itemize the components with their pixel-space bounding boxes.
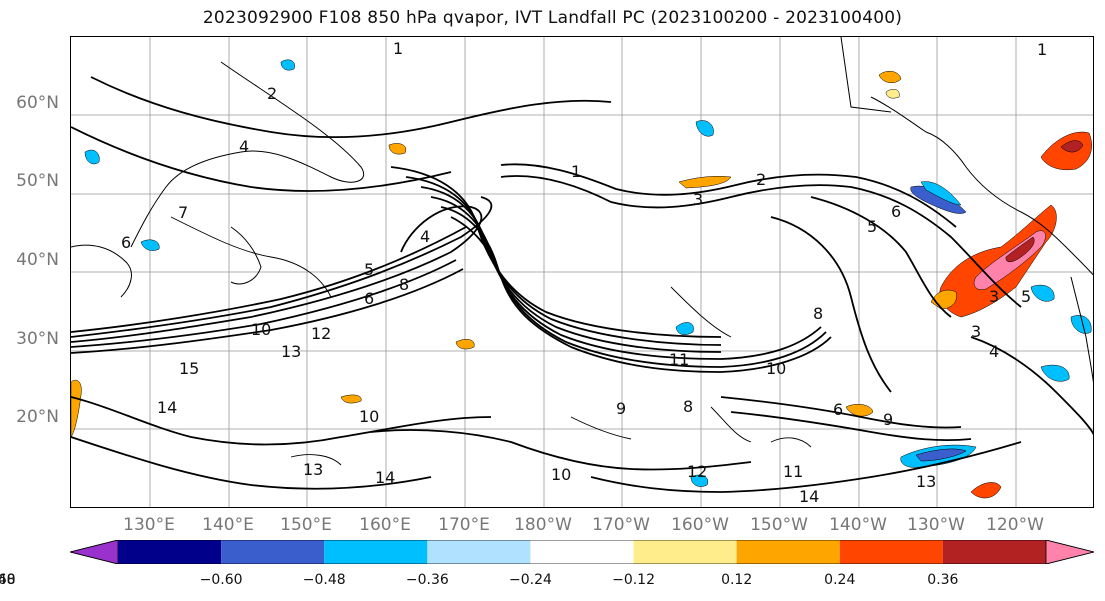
map-canvas: 1 2 4 7 6 4 5 6 8 10 12 13 15 14 13 14 1… (71, 37, 1093, 507)
contour-label: 8 (813, 304, 823, 323)
contour-label: 10 (251, 320, 271, 339)
contour-label: 11 (783, 462, 803, 481)
contour-label: 15 (179, 359, 199, 378)
longitude-label: 140°E (202, 515, 254, 535)
contour-label: 6 (121, 233, 131, 252)
latitude-label: 30°N (16, 329, 59, 349)
colorbar-tick-label: −0.36 (405, 572, 449, 588)
colorbar-segment (633, 540, 737, 564)
latitude-label: 60°N (16, 93, 59, 113)
contour-label: 10 (359, 407, 379, 426)
colorbar-segment (736, 540, 840, 564)
qvapor-shading (71, 59, 1092, 499)
contour-label: 3 (693, 190, 703, 209)
contour-label: 1 (571, 162, 581, 181)
longitude-label: 160°E (359, 515, 411, 535)
contour-label: 2 (267, 84, 277, 103)
longitude-label: 160°W (671, 515, 729, 535)
coastlines (71, 37, 1093, 382)
longitude-label: 140°W (829, 515, 887, 535)
colorbar-segment (839, 540, 943, 564)
contour-label: 13 (281, 342, 301, 361)
contour-label: 6 (891, 202, 901, 221)
ivt-contours (71, 76, 1093, 493)
thin-contours (170, 216, 812, 466)
contour-label: 7 (178, 203, 188, 222)
contour-label: 1 (1037, 40, 1047, 59)
colorbar-extend-high (1045, 540, 1094, 564)
map-panel: 1 2 4 7 6 4 5 6 8 10 12 13 15 14 13 14 1… (70, 36, 1094, 508)
colorbar-tick-label: −0.48 (302, 572, 346, 588)
contour-label: 5 (867, 217, 877, 236)
colorbar-segment (221, 540, 325, 564)
contour-label: 9 (883, 410, 893, 429)
colorbar-segment (942, 540, 1046, 564)
colorbar-tick-label: 0.24 (824, 572, 856, 588)
contour-label: 6 (364, 289, 374, 308)
colorbar-segment (324, 540, 428, 564)
map-title: 2023092900 F108 850 hPa qvapor, IVT Land… (202, 8, 903, 28)
longitude-label: 150°W (750, 515, 808, 535)
colorbar-tick-label: 0.48 (0, 572, 16, 588)
longitude-label: 150°E (280, 515, 332, 535)
contour-label: 4 (239, 137, 249, 156)
contour-label: 14 (157, 398, 177, 417)
colorbar-tick-label: −0.12 (612, 572, 655, 588)
colorbar-segment (427, 540, 531, 564)
contour-label: 3 (971, 322, 981, 341)
longitude-label: 170°E (438, 515, 490, 535)
contour-label: 11 (669, 350, 689, 369)
contour-label: 13 (303, 460, 323, 479)
longitude-label: 170°W (592, 515, 650, 535)
contour-label: 8 (399, 275, 409, 294)
latitude-label: 50°N (16, 171, 59, 191)
contour-label: 10 (766, 359, 786, 378)
contour-label: 14 (799, 487, 819, 506)
colorbar-segment (118, 540, 222, 564)
contour-label: 6 (833, 400, 843, 419)
contour-label: 1 (393, 39, 403, 58)
contour-label: 5 (1021, 287, 1031, 306)
gridlines (71, 37, 1093, 507)
contour-labels: 1 2 4 7 6 4 5 6 8 10 12 13 15 14 13 14 1… (121, 39, 1047, 506)
colorbar-segment (530, 540, 634, 564)
contour-label: 4 (420, 227, 430, 246)
latitude-label: 20°N (16, 407, 59, 427)
contour-label: 13 (916, 472, 936, 491)
contour-label: 9 (616, 399, 626, 418)
contour-label: 12 (311, 324, 331, 343)
contour-label: 4 (989, 342, 999, 361)
contour-label: 2 (756, 170, 766, 189)
contour-label: 5 (364, 260, 374, 279)
contour-label: 3 (989, 287, 999, 306)
longitude-label: 130°W (907, 515, 965, 535)
contour-label: 8 (683, 397, 693, 416)
colorbar-tick-label: 0.60 (0, 572, 16, 588)
longitude-label: 130°E (123, 515, 175, 535)
colorbar-extend-low (70, 540, 119, 564)
colorbar-tick-label: 0.12 (721, 572, 753, 588)
latitude-label: 40°N (16, 250, 59, 270)
longitude-label: 120°W (986, 515, 1044, 535)
colorbar-tick-label: −0.24 (508, 572, 552, 588)
contour-label: 10 (551, 465, 571, 484)
colorbar (70, 540, 1094, 564)
longitude-label: 180°W (514, 515, 572, 535)
colorbar-tick-label: −0.60 (199, 572, 243, 588)
colorbar-tick-label: 0.36 (927, 572, 959, 588)
contour-label: 12 (687, 462, 707, 481)
contour-label: 14 (375, 468, 395, 487)
